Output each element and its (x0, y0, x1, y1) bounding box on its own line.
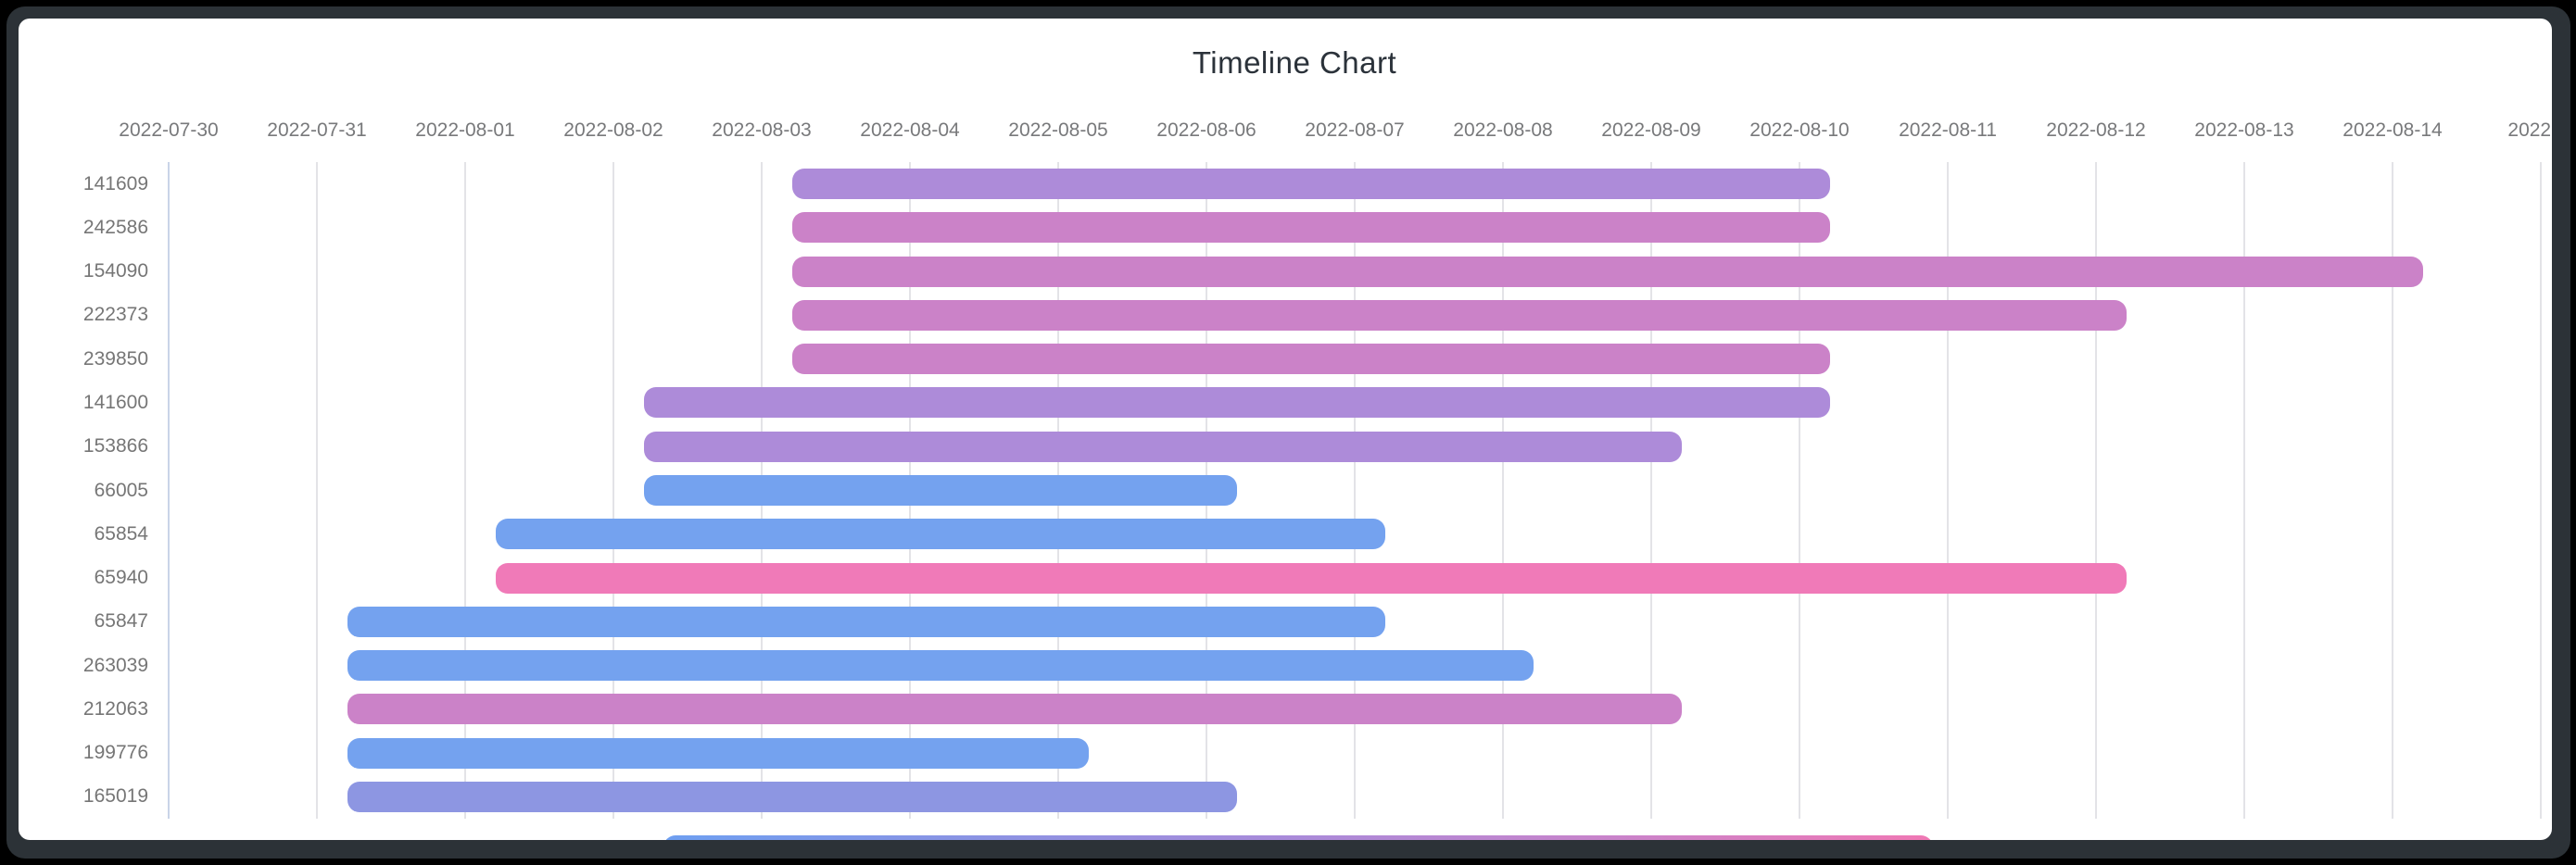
timeline-bar-154090[interactable] (792, 256, 2423, 287)
timeline-bar-153866[interactable] (644, 431, 1682, 462)
x-tick-label: 2022-08-01 (415, 119, 515, 141)
y-axis-label: 66005 (94, 479, 148, 501)
y-axis-label: 154090 (82, 260, 148, 282)
x-tick-label: 2022-08-02 (563, 119, 663, 141)
x-tick-label: 2022-08-03 (712, 119, 812, 141)
x-tick-label: 2022-08-10 (1749, 119, 1850, 141)
gridline (464, 162, 466, 819)
timeline-bar-165019[interactable] (347, 781, 1237, 812)
gridline (2392, 162, 2393, 819)
x-tick-label: 2022-08-07 (1305, 119, 1405, 141)
timeline-bar-65854[interactable] (496, 519, 1385, 550)
x-tick-label: 2022-... (2507, 119, 2552, 141)
gridline (2243, 162, 2245, 819)
y-axis-label: 239850 (82, 347, 148, 370)
timeline-bar-263039[interactable] (347, 650, 1534, 682)
legend-title: Average Days to Process (1184, 837, 1412, 841)
gridline (1502, 162, 1504, 819)
chart-panel: Timeline Chart 2022-07-30 2022-07-31 2022-… (19, 19, 2552, 840)
timeline-bar-222373[interactable] (792, 299, 2127, 331)
gridline (1354, 162, 1356, 819)
y-axis-label: 65847 (94, 610, 148, 633)
x-tick-label: 2022-07-30 (119, 119, 219, 141)
x-tick-label: 2022-08-05 (1008, 119, 1108, 141)
y-axis-label: 65854 (94, 522, 148, 545)
y-axis-label: 165019 (82, 785, 148, 808)
x-tick-label: 2022-08-12 (2046, 119, 2146, 141)
gridline (316, 162, 318, 819)
timeline-bar-242586[interactable] (792, 212, 1830, 244)
y-axis-label: 153866 (82, 435, 148, 458)
legend-min-label: 2 (608, 836, 663, 840)
gridline (1650, 162, 1652, 819)
gridline (1947, 162, 1949, 819)
timeline-bar-65847[interactable] (347, 606, 1385, 637)
gridline (2540, 162, 2542, 819)
y-axis-label: 199776 (82, 742, 148, 764)
gridline (2095, 162, 2097, 819)
legend-max-label: 6 (1942, 836, 1998, 840)
y-axis-label: 222373 (82, 304, 148, 326)
x-tick-label: 2022-08-09 (1601, 119, 1701, 141)
x-tick-label: 2022-08-06 (1156, 119, 1256, 141)
y-axis-label: 141609 (82, 172, 148, 194)
timeline-bar-199776[interactable] (347, 737, 1089, 769)
legend-gradient-bar[interactable]: Average Days to Process (663, 835, 1933, 840)
timeline-bar-141609[interactable] (792, 169, 1830, 200)
timeline-bar-212063[interactable] (347, 694, 1682, 725)
x-tick-label: 2022-07-31 (267, 119, 367, 141)
timeline-bar-141600[interactable] (644, 387, 1830, 419)
timeline-bar-66005[interactable] (644, 475, 1237, 506)
y-axis-label: 212063 (82, 697, 148, 720)
x-tick-label: 2022-08-14 (2342, 119, 2443, 141)
x-tick-label: 2022-08-11 (1899, 119, 1997, 141)
chart-canvas: Timeline Chart 2022-07-30 2022-07-31 2022-… (19, 19, 2552, 840)
gridline (1799, 162, 1800, 819)
widget-frame: Timeline Chart 2022-07-30 2022-07-31 2022-… (6, 6, 2570, 859)
y-axis-label: 65940 (94, 567, 148, 589)
timeline-bar-239850[interactable] (792, 344, 1830, 375)
axis-line (168, 162, 170, 819)
timeline-bar-65940[interactable] (496, 562, 2127, 594)
y-axis-label: 141600 (82, 391, 148, 413)
x-tick-label: 2022-08-04 (860, 119, 960, 141)
x-tick-label: 2022-08-08 (1453, 119, 1553, 141)
y-axis-label: 263039 (82, 654, 148, 676)
chart-title: Timeline Chart (1192, 45, 1397, 80)
y-axis-label: 242586 (82, 216, 148, 238)
x-tick-label: 2022-08-13 (2194, 119, 2294, 141)
gridline (612, 162, 614, 819)
